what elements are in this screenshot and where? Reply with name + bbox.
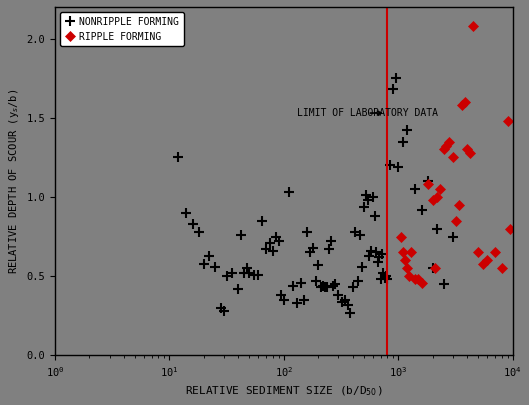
- RIPPLE FORMING: [415, 277, 422, 282]
- RIPPLE FORMING: [412, 277, 418, 282]
- NONRIPPLE FORMING: [379, 252, 385, 256]
- RIPPLE FORMING: [459, 103, 465, 108]
- RIPPLE FORMING: [443, 144, 449, 149]
- RIPPLE FORMING: [418, 280, 425, 285]
- NONRIPPLE FORMING: [371, 213, 378, 218]
- NONRIPPLE FORMING: [352, 229, 358, 234]
- NONRIPPLE FORMING: [205, 253, 212, 258]
- NONRIPPLE FORMING: [175, 155, 181, 160]
- RIPPLE FORMING: [406, 274, 413, 279]
- RIPPLE FORMING: [398, 234, 404, 239]
- RIPPLE FORMING: [456, 202, 462, 207]
- Legend: NONRIPPLE FORMING, RIPPLE FORMING: NONRIPPLE FORMING, RIPPLE FORMING: [60, 12, 184, 47]
- RIPPLE FORMING: [404, 266, 411, 271]
- Text: LIMIT OF LABORATORY DATA: LIMIT OF LABORATORY DATA: [297, 108, 438, 118]
- X-axis label: RELATIVE SEDIMENT SIZE (b/D$_{50}$): RELATIVE SEDIMENT SIZE (b/D$_{50}$): [185, 384, 382, 398]
- NONRIPPLE FORMING: [238, 232, 244, 237]
- RIPPLE FORMING: [400, 250, 406, 255]
- RIPPLE FORMING: [450, 155, 456, 160]
- NONRIPPLE FORMING: [256, 272, 262, 277]
- RIPPLE FORMING: [480, 261, 486, 266]
- RIPPLE FORMING: [441, 147, 447, 152]
- NONRIPPLE FORMING: [347, 310, 353, 315]
- RIPPLE FORMING: [470, 23, 476, 28]
- RIPPLE FORMING: [464, 147, 470, 152]
- Y-axis label: RELATIVE DEPTH OF SCOUR (y$_s$/b): RELATIVE DEPTH OF SCOUR (y$_s$/b): [7, 89, 21, 274]
- RIPPLE FORMING: [507, 226, 513, 231]
- NONRIPPLE FORMING: [450, 234, 456, 239]
- RIPPLE FORMING: [436, 187, 443, 192]
- RIPPLE FORMING: [484, 258, 490, 263]
- RIPPLE FORMING: [461, 100, 468, 104]
- RIPPLE FORMING: [446, 139, 453, 144]
- RIPPLE FORMING: [408, 250, 415, 255]
- RIPPLE FORMING: [432, 266, 439, 271]
- RIPPLE FORMING: [504, 119, 510, 124]
- Line: NONRIPPLE FORMING: NONRIPPLE FORMING: [174, 73, 458, 318]
- RIPPLE FORMING: [498, 266, 505, 271]
- RIPPLE FORMING: [467, 150, 473, 155]
- RIPPLE FORMING: [492, 250, 498, 255]
- RIPPLE FORMING: [430, 198, 436, 202]
- RIPPLE FORMING: [424, 182, 431, 187]
- NONRIPPLE FORMING: [393, 76, 399, 81]
- RIPPLE FORMING: [453, 218, 459, 223]
- Line: RIPPLE FORMING: RIPPLE FORMING: [397, 23, 514, 286]
- RIPPLE FORMING: [475, 250, 481, 255]
- RIPPLE FORMING: [402, 258, 408, 263]
- RIPPLE FORMING: [434, 194, 441, 199]
